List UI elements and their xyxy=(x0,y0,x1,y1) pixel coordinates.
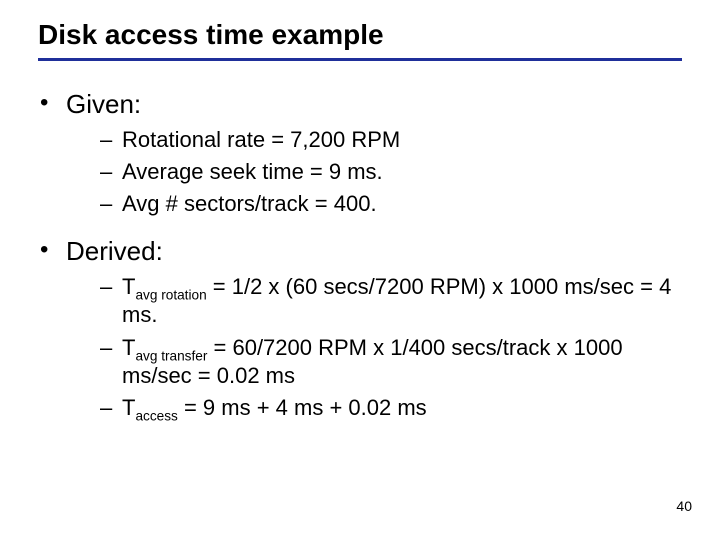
formula-rest: = 60/7200 RPM x 1/400 secs/track x 1000 … xyxy=(122,335,623,388)
item-text: Rotational rate = 7,200 RPM xyxy=(122,127,400,152)
list-item: Average seek time = 9 ms. xyxy=(66,158,682,186)
formula-prefix: T xyxy=(122,335,135,360)
formula-subscript: avg transfer xyxy=(135,348,207,363)
formula-subscript: avg rotation xyxy=(135,288,206,303)
formula-subscript: access xyxy=(135,408,177,423)
list-item: Tavg rotation = 1/2 x (60 secs/7200 RPM)… xyxy=(66,273,682,329)
formula-rest: = 9 ms + 4 ms + 0.02 ms xyxy=(178,395,427,420)
slide-title: Disk access time example xyxy=(38,18,682,52)
list-item: Rotational rate = 7,200 RPM xyxy=(66,126,682,154)
formula-prefix: T xyxy=(122,395,135,420)
item-text: Average seek time = 9 ms. xyxy=(122,159,383,184)
bullet-label: Derived: xyxy=(66,236,163,266)
given-items: Rotational rate = 7,200 RPM Average seek… xyxy=(66,126,682,218)
slide: Disk access time example Given: Rotation… xyxy=(0,0,720,540)
list-item: Taccess = 9 ms + 4 ms + 0.02 ms xyxy=(66,394,682,422)
page-number: 40 xyxy=(676,498,692,514)
list-item: Avg # sectors/track = 400. xyxy=(66,190,682,218)
bullet-label: Given: xyxy=(66,89,141,119)
bullet-list: Given: Rotational rate = 7,200 RPM Avera… xyxy=(38,87,682,422)
derived-items: Tavg rotation = 1/2 x (60 secs/7200 RPM)… xyxy=(66,273,682,422)
item-text: Avg # sectors/track = 400. xyxy=(122,191,377,216)
list-item: Tavg transfer = 60/7200 RPM x 1/400 secs… xyxy=(66,334,682,390)
bullet-derived: Derived: Tavg rotation = 1/2 x (60 secs/… xyxy=(38,234,682,422)
formula-prefix: T xyxy=(122,274,135,299)
title-underline xyxy=(38,58,682,61)
bullet-given: Given: Rotational rate = 7,200 RPM Avera… xyxy=(38,87,682,219)
